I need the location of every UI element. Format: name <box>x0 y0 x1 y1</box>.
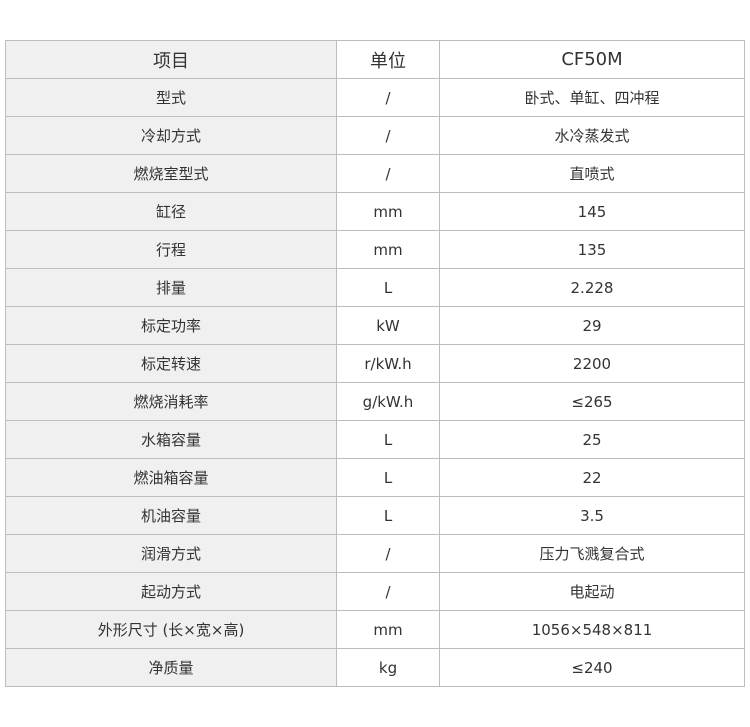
spec-value: 25 <box>439 420 745 459</box>
spec-value: 22 <box>439 458 745 497</box>
spec-unit: r/kW.h <box>336 344 440 383</box>
spec-unit: L <box>336 420 440 459</box>
spec-value: 135 <box>439 230 745 269</box>
spec-unit: kW <box>336 306 440 345</box>
spec-unit: L <box>336 496 440 535</box>
table-row: 外形尺寸 (长×宽×高) mm 1056×548×811 <box>5 610 745 649</box>
table-row: 缸径 mm 145 <box>5 192 745 231</box>
table-header-row: 项目 单位 CF50M <box>5 40 745 79</box>
spec-value: 直喷式 <box>439 154 745 193</box>
spec-unit: / <box>336 572 440 611</box>
spec-unit: L <box>336 268 440 307</box>
spec-name: 缸径 <box>5 192 337 231</box>
spec-name: 外形尺寸 (长×宽×高) <box>5 610 337 649</box>
spec-name: 水箱容量 <box>5 420 337 459</box>
table-row: 标定功率 kW 29 <box>5 306 745 345</box>
spec-name: 燃烧室型式 <box>5 154 337 193</box>
spec-unit: / <box>336 78 440 117</box>
spec-name: 燃烧消耗率 <box>5 382 337 421</box>
spec-unit: g/kW.h <box>336 382 440 421</box>
spec-value: 2.228 <box>439 268 745 307</box>
spec-name: 起动方式 <box>5 572 337 611</box>
header-unit: 单位 <box>336 40 440 79</box>
spec-value: 29 <box>439 306 745 345</box>
spec-value: ≤265 <box>439 382 745 421</box>
spec-name: 排量 <box>5 268 337 307</box>
spec-value: 压力飞溅复合式 <box>439 534 745 573</box>
spec-value: 电起动 <box>439 572 745 611</box>
table-row: 水箱容量 L 25 <box>5 420 745 459</box>
table-row: 标定转速 r/kW.h 2200 <box>5 344 745 383</box>
table-row: 起动方式 / 电起动 <box>5 572 745 611</box>
table-row: 燃油箱容量 L 22 <box>5 458 745 497</box>
spec-name: 标定转速 <box>5 344 337 383</box>
spec-value: ≤240 <box>439 648 745 687</box>
spec-name: 型式 <box>5 78 337 117</box>
spec-unit: mm <box>336 230 440 269</box>
table-row: 润滑方式 / 压力飞溅复合式 <box>5 534 745 573</box>
spec-value: 1056×548×811 <box>439 610 745 649</box>
spec-name: 润滑方式 <box>5 534 337 573</box>
table-row: 行程 mm 135 <box>5 230 745 269</box>
spec-value: 水冷蒸发式 <box>439 116 745 155</box>
spec-unit: kg <box>336 648 440 687</box>
header-model: CF50M <box>439 40 745 79</box>
spec-unit: / <box>336 116 440 155</box>
spec-table: 项目 单位 CF50M 型式 / 卧式、单缸、四冲程 冷却方式 / 水冷蒸发式 燃烧室型式 /… <box>5 40 745 687</box>
spec-value: 145 <box>439 192 745 231</box>
table-row: 排量 L 2.228 <box>5 268 745 307</box>
spec-unit: mm <box>336 192 440 231</box>
spec-value: 卧式、单缸、四冲程 <box>439 78 745 117</box>
spec-name: 标定功率 <box>5 306 337 345</box>
spec-value: 3.5 <box>439 496 745 535</box>
table-row: 净质量 kg ≤240 <box>5 648 745 687</box>
spec-unit: / <box>336 534 440 573</box>
table-row: 冷却方式 / 水冷蒸发式 <box>5 116 745 155</box>
table-row: 燃烧室型式 / 直喷式 <box>5 154 745 193</box>
table-row: 型式 / 卧式、单缸、四冲程 <box>5 78 745 117</box>
spec-name: 净质量 <box>5 648 337 687</box>
spec-name: 燃油箱容量 <box>5 458 337 497</box>
spec-name: 行程 <box>5 230 337 269</box>
spec-unit: mm <box>336 610 440 649</box>
spec-name: 机油容量 <box>5 496 337 535</box>
spec-unit: / <box>336 154 440 193</box>
spec-unit: L <box>336 458 440 497</box>
spec-name: 冷却方式 <box>5 116 337 155</box>
table-row: 机油容量 L 3.5 <box>5 496 745 535</box>
header-item: 项目 <box>5 40 337 79</box>
table-row: 燃烧消耗率 g/kW.h ≤265 <box>5 382 745 421</box>
spec-value: 2200 <box>439 344 745 383</box>
